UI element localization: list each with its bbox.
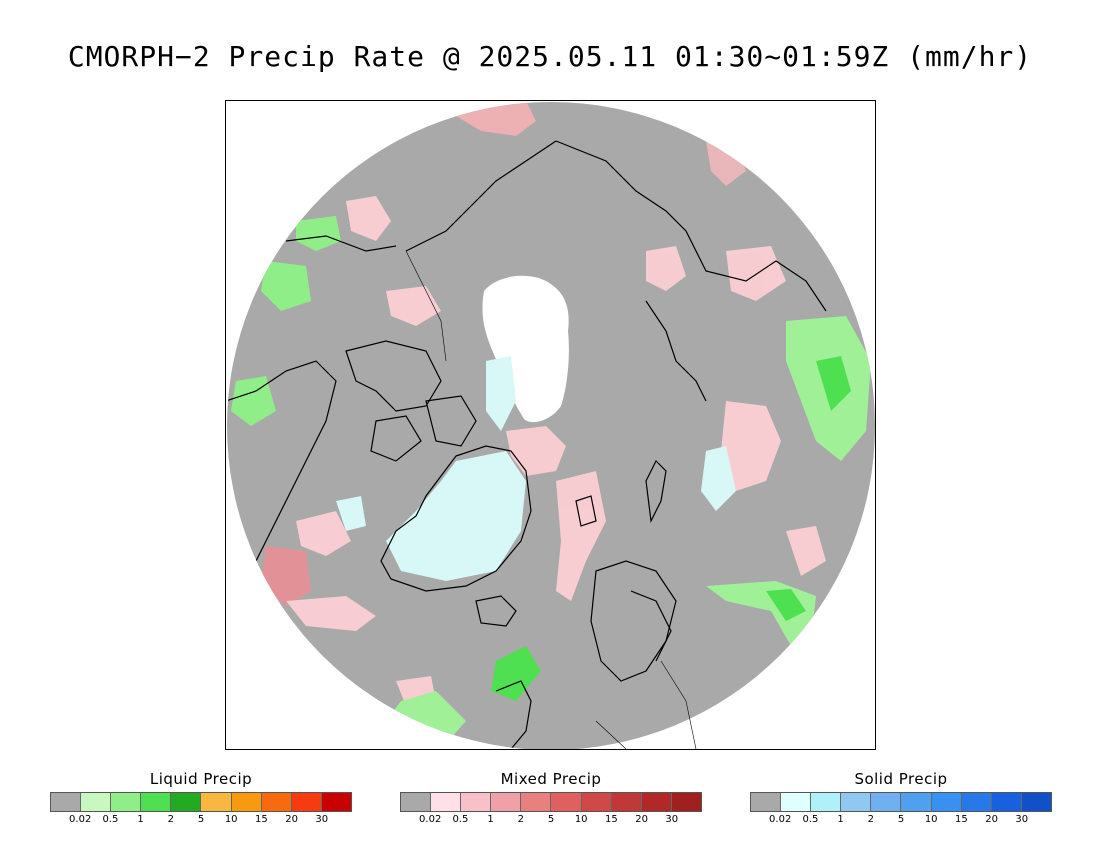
legend-solid-tick: 0.02 <box>769 814 792 825</box>
legend-liquid-bar <box>50 792 352 812</box>
legend-solid-tick: 15 <box>955 814 968 825</box>
legend-mixed-swatch <box>431 793 462 811</box>
legend-solid-swatch <box>811 793 842 811</box>
coastlines <box>227 140 827 749</box>
legend-solid-swatch <box>841 793 872 811</box>
legend-solid-bar <box>750 792 1052 812</box>
polar-precip-map <box>227 102 875 749</box>
legend-mixed: Mixed Precip 0.02 0.5 1 2 5 10 15 20 30 <box>400 770 702 826</box>
legend-solid: Solid Precip 0.02 0.5 1 2 5 10 15 20 30 <box>750 770 1052 826</box>
legend-liquid-swatch <box>171 793 202 811</box>
map-frame <box>225 100 876 750</box>
legend-solid-swatch <box>961 793 992 811</box>
legend-solid-swatch <box>931 793 962 811</box>
legend-liquid-ticks: 0.02 0.5 1 2 5 10 15 20 30 <box>50 812 352 826</box>
legend-mixed-swatch <box>521 793 552 811</box>
legend-mixed-tick: 2 <box>517 814 524 825</box>
mixed-precip-areas <box>261 102 826 706</box>
legend-mixed-swatch <box>641 793 672 811</box>
legend-solid-tick: 2 <box>867 814 874 825</box>
legend-solid-swatch <box>781 793 812 811</box>
legend-mixed-swatch <box>401 793 432 811</box>
legend-solid-tick: 30 <box>1015 814 1029 825</box>
legend-liquid-tick: 20 <box>285 814 298 825</box>
legend-solid-tick: 5 <box>897 814 905 825</box>
political-borders <box>405 250 697 749</box>
legend-liquid-swatch <box>231 793 262 811</box>
legend-liquid-tick: 0.02 <box>69 814 92 825</box>
solid-precip-areas <box>336 356 736 581</box>
legend-liquid-tick: 10 <box>224 814 238 825</box>
legend-liquid-tick: 2 <box>167 814 174 825</box>
legend-mixed-swatch <box>581 793 612 811</box>
legend-mixed-ticks: 0.02 0.5 1 2 5 10 15 20 30 <box>400 812 702 826</box>
legend-liquid-tick: 5 <box>197 814 205 825</box>
legend-mixed-swatch <box>491 793 522 811</box>
legend-mixed-tick: 10 <box>574 814 588 825</box>
legend-solid-ticks: 0.02 0.5 1 2 5 10 15 20 30 <box>750 812 1052 826</box>
legend-liquid-swatch <box>321 793 351 811</box>
legend-mixed-swatch <box>551 793 582 811</box>
legend-solid-swatch <box>871 793 902 811</box>
legend-solid-tick: 0.5 <box>802 814 819 825</box>
legend-solid-swatch <box>901 793 932 811</box>
legend-mixed-tick: 15 <box>605 814 618 825</box>
legend-mixed-swatch <box>461 793 492 811</box>
legend-liquid-swatch <box>261 793 292 811</box>
legend-solid-tick: 10 <box>924 814 938 825</box>
legend-solid-swatch <box>991 793 1022 811</box>
legend-mixed-tick: 0.5 <box>452 814 469 825</box>
legend-liquid-swatch <box>81 793 112 811</box>
legend-mixed-title: Mixed Precip <box>500 770 602 788</box>
legend-liquid: Liquid Precip 0.02 0.5 1 2 5 10 15 20 30 <box>50 770 352 826</box>
legend-liquid-swatch <box>291 793 322 811</box>
legend-liquid-swatch <box>51 793 82 811</box>
legend-solid-swatch <box>1021 793 1051 811</box>
legend-liquid-tick: 15 <box>255 814 268 825</box>
legend-mixed-swatch <box>671 793 701 811</box>
liquid-precip-areas <box>231 216 871 749</box>
legend-mixed-tick: 1 <box>487 814 494 825</box>
missing-data-region <box>482 275 569 423</box>
legend-mixed-tick: 0.02 <box>419 814 442 825</box>
legend-mixed-tick: 30 <box>665 814 679 825</box>
legend-liquid-tick: 1 <box>137 814 144 825</box>
legend-liquid-swatch <box>201 793 232 811</box>
legend-mixed-tick: 5 <box>547 814 555 825</box>
legend-solid-title: Solid Precip <box>854 770 948 788</box>
map-title: CMORPH−2 Precip Rate @ 2025.05.11 01:30~… <box>67 40 1033 73</box>
legend-mixed-swatch <box>611 793 642 811</box>
legend-mixed-tick: 20 <box>635 814 648 825</box>
legend-liquid-title: Liquid Precip <box>149 770 253 788</box>
legend-mixed-bar <box>400 792 702 812</box>
legend-liquid-tick: 0.5 <box>102 814 119 825</box>
legend-solid-tick: 1 <box>837 814 844 825</box>
legend-liquid-tick: 30 <box>315 814 329 825</box>
legend-liquid-swatch <box>111 793 142 811</box>
legend-liquid-swatch <box>141 793 172 811</box>
legend-solid-swatch <box>751 793 782 811</box>
legend-solid-tick: 20 <box>985 814 998 825</box>
